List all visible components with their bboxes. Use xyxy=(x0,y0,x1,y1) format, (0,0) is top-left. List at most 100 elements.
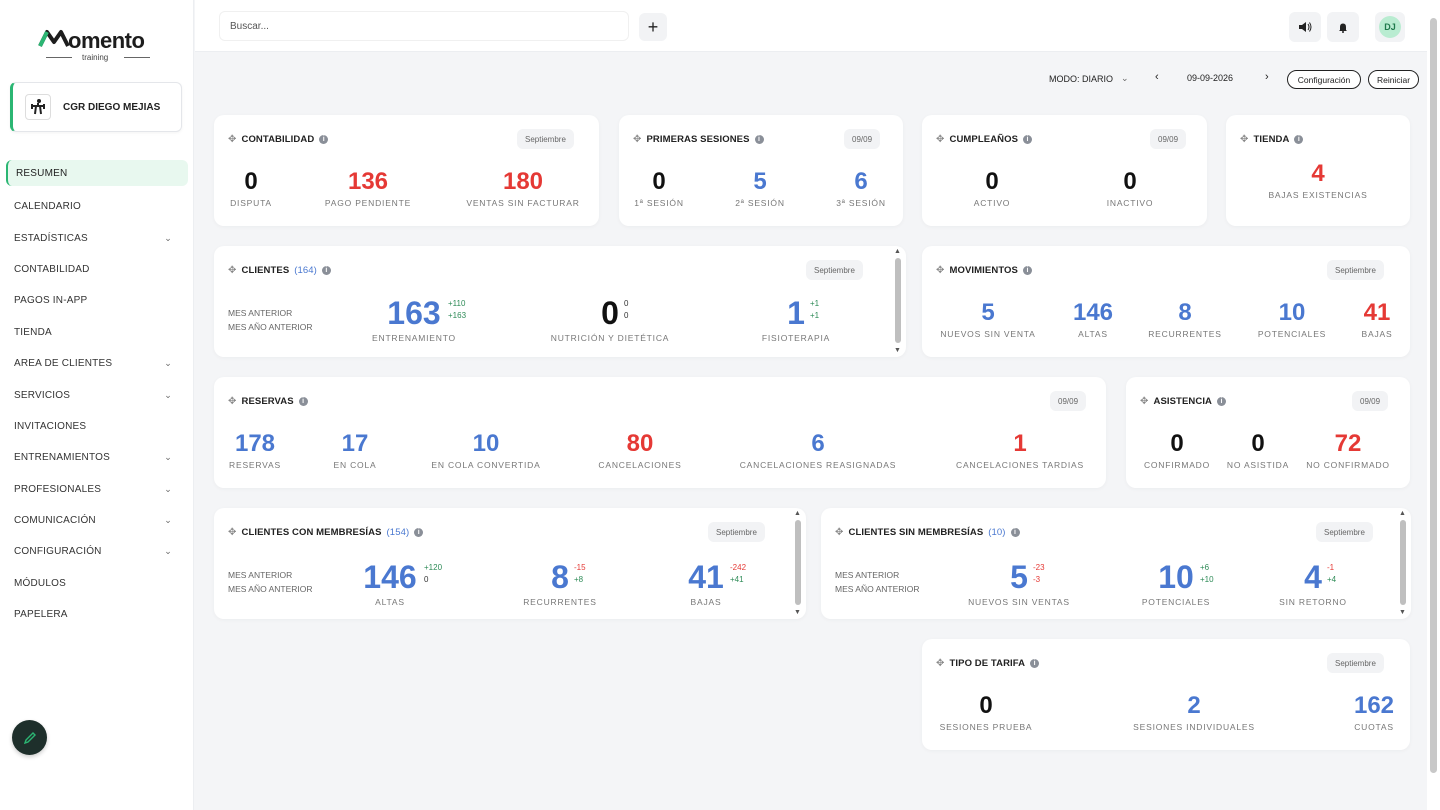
card-title[interactable]: ✥ CLIENTES CON MEMBRESÍAS (154) i xyxy=(228,527,424,538)
stat-2[interactable]: 162 CUOTAS xyxy=(1294,694,1440,733)
notifications-button[interactable] xyxy=(1327,12,1359,42)
stat-2[interactable]: 72 NO CONFIRMADO xyxy=(1268,432,1428,471)
drag-handle-icon[interactable]: ✥ xyxy=(1140,396,1149,407)
reset-button[interactable]: Reiniciar xyxy=(1368,70,1419,89)
card-scrollbar[interactable] xyxy=(895,258,901,343)
sidebar-item-3[interactable]: CONTABILIDAD xyxy=(6,254,188,285)
period-tag[interactable]: 09/09 xyxy=(1150,129,1187,149)
scroll-up-icon[interactable]: ▲ xyxy=(1399,510,1406,517)
stat-0[interactable]: 4 BAJAS EXISTENCIAS xyxy=(1238,162,1398,201)
stat-2[interactable]: 6 3ª SESIÓN xyxy=(781,170,941,209)
drag-handle-icon[interactable]: ✥ xyxy=(936,658,945,669)
info-icon[interactable]: i xyxy=(1294,135,1304,144)
stat-1[interactable]: 10 POTENCIALES xyxy=(1096,561,1256,607)
stat-1[interactable]: 0 NUTRICIÓN Y DIETÉTICA xyxy=(530,297,690,343)
card-title[interactable]: ✥ CUMPLEAÑOS i xyxy=(936,134,1033,145)
stat-0[interactable]: 0 ACTIVO xyxy=(912,170,1072,209)
date-next-button[interactable]: › xyxy=(1265,71,1269,83)
stat-5[interactable]: 1 CANCELACIONES TARDIAS xyxy=(940,432,1100,471)
period-tag[interactable]: Septiembre xyxy=(806,260,863,280)
card-title[interactable]: ✥ MOVIMIENTOS i xyxy=(936,265,1032,276)
period-tag[interactable]: Septiembre xyxy=(1327,653,1384,673)
sidebar-item-0[interactable]: RESUMEN xyxy=(6,160,188,186)
stat-0[interactable]: 0 DISPUTA xyxy=(171,170,331,209)
stat-1[interactable]: 8 RECURRENTES xyxy=(480,561,640,607)
sidebar-item-6[interactable]: AREA DE CLIENTES ⌄ xyxy=(6,348,188,379)
info-icon[interactable]: i xyxy=(1010,528,1020,537)
add-button[interactable]: + xyxy=(639,13,667,41)
search-input[interactable] xyxy=(219,11,629,41)
info-icon[interactable]: i xyxy=(1030,659,1040,668)
stat-1[interactable]: 17 EN COLA xyxy=(275,432,435,471)
card-title[interactable]: ✥ PRIMERAS SESIONES i xyxy=(633,134,764,145)
scroll-down-icon[interactable]: ▼ xyxy=(1399,609,1406,616)
edit-fab-button[interactable] xyxy=(12,720,47,755)
stat-2[interactable]: 10 EN COLA CONVERTIDA xyxy=(406,432,566,471)
drag-handle-icon[interactable]: ✥ xyxy=(228,134,237,145)
card-scrollbar[interactable] xyxy=(795,520,801,605)
scroll-up-icon[interactable]: ▲ xyxy=(894,248,901,255)
period-tag[interactable]: Septiembre xyxy=(517,129,574,149)
sidebar-item-1[interactable]: CALENDARIO xyxy=(6,191,188,222)
profile-card[interactable]: CGR DIEGO MEJIAS xyxy=(10,82,182,132)
stat-0[interactable]: 178 RESERVAS xyxy=(175,432,335,471)
drag-handle-icon[interactable]: ✥ xyxy=(835,527,844,538)
sidebar-item-12[interactable]: CONFIGURACIÓN ⌄ xyxy=(6,536,188,567)
drag-handle-icon[interactable]: ✥ xyxy=(1240,134,1249,145)
drag-handle-icon[interactable]: ✥ xyxy=(228,527,237,538)
scroll-down-icon[interactable]: ▼ xyxy=(894,347,901,354)
stat-0[interactable]: 163 ENTRENAMIENTO xyxy=(334,297,494,343)
stat-1[interactable]: 136 PAGO PENDIENTE xyxy=(288,170,448,209)
stat-1[interactable]: 2 SESIONES INDIVIDUALES xyxy=(1114,694,1274,733)
stat-4[interactable]: 41 BAJAS xyxy=(1297,301,1440,340)
card-title[interactable]: ✥ RESERVAS i xyxy=(228,396,308,407)
stat-0[interactable]: 5 NUEVOS SIN VENTAS xyxy=(939,561,1099,607)
brand-logo[interactable]: omento training xyxy=(38,26,158,62)
period-tag[interactable]: Septiembre xyxy=(1327,260,1384,280)
period-tag[interactable]: 09/09 xyxy=(1352,391,1389,411)
drag-handle-icon[interactable]: ✥ xyxy=(936,265,945,276)
config-button[interactable]: Configuración xyxy=(1287,70,1361,89)
stat-1[interactable]: 146 ALTAS xyxy=(1013,301,1173,340)
info-icon[interactable]: i xyxy=(414,528,424,537)
info-icon[interactable]: i xyxy=(319,135,329,144)
card-title[interactable]: ✥ ASISTENCIA i xyxy=(1140,396,1227,407)
info-icon[interactable]: i xyxy=(1217,397,1227,406)
drag-handle-icon[interactable]: ✥ xyxy=(936,134,945,145)
stat-2[interactable]: 8 RECURRENTES xyxy=(1105,301,1265,340)
card-title[interactable]: ✥ TIENDA i xyxy=(1240,134,1304,145)
info-icon[interactable]: i xyxy=(1022,266,1032,275)
scroll-up-icon[interactable]: ▲ xyxy=(794,510,801,517)
sidebar-item-2[interactable]: ESTADÍSTICAS ⌄ xyxy=(6,222,188,253)
card-scrollbar[interactable] xyxy=(1400,520,1406,605)
scroll-down-icon[interactable]: ▼ xyxy=(794,609,801,616)
card-title[interactable]: ✥ CONTABILIDAD i xyxy=(228,134,329,145)
stat-1[interactable]: 0 NO ASISTIDA xyxy=(1178,432,1338,471)
period-tag[interactable]: Septiembre xyxy=(708,522,765,542)
stat-2[interactable]: 1 FISIOTERAPIA xyxy=(716,297,876,343)
sidebar-item-14[interactable]: PAPELERA xyxy=(6,599,188,630)
stat-1[interactable]: 0 INACTIVO xyxy=(1050,170,1210,209)
info-icon[interactable]: i xyxy=(321,266,331,275)
period-tag[interactable]: 09/09 xyxy=(844,129,881,149)
sidebar-item-5[interactable]: TIENDA xyxy=(6,317,188,348)
period-tag[interactable]: Septiembre xyxy=(1316,522,1373,542)
stat-2[interactable]: 180 VENTAS SIN FACTURAR xyxy=(443,170,603,209)
stat-0[interactable]: 0 SESIONES PRUEBA xyxy=(906,694,1066,733)
page-scrollbar[interactable] xyxy=(1427,0,1440,810)
stat-0[interactable]: 146 ALTAS xyxy=(310,561,470,607)
stat-0[interactable]: 0 1ª SESIÓN xyxy=(579,170,739,209)
user-avatar[interactable]: DJ xyxy=(1375,12,1405,42)
stat-3[interactable]: 10 POTENCIALES xyxy=(1212,301,1372,340)
info-icon[interactable]: i xyxy=(1023,135,1033,144)
period-tag[interactable]: 09/09 xyxy=(1050,391,1087,411)
stat-0[interactable]: 5 NUEVOS SIN VENTA xyxy=(908,301,1068,340)
drag-handle-icon[interactable]: ✥ xyxy=(633,134,642,145)
sidebar-item-7[interactable]: SERVICIOS ⌄ xyxy=(6,379,188,410)
stat-3[interactable]: 80 CANCELACIONES xyxy=(560,432,720,471)
mode-select[interactable]: MODO: DIARIO ⌄ xyxy=(1049,73,1129,84)
sidebar-item-9[interactable]: ENTRENAMIENTOS ⌄ xyxy=(6,442,188,473)
drag-handle-icon[interactable]: ✥ xyxy=(228,396,237,407)
card-title[interactable]: ✥ CLIENTES SIN MEMBRESÍAS (10) i xyxy=(835,527,1020,538)
date-prev-button[interactable]: ‹ xyxy=(1155,71,1159,83)
